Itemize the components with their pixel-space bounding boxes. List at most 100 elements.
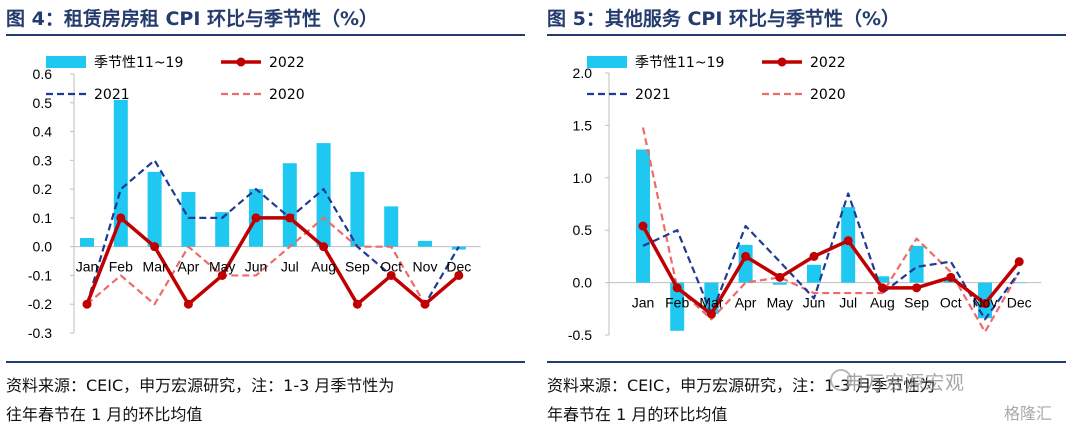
y-tick-label: 0.1 bbox=[33, 210, 53, 226]
wechat-watermark-icon bbox=[830, 369, 852, 391]
legend-marker-2022 bbox=[236, 57, 246, 67]
y-tick-label: 0.5 bbox=[33, 95, 53, 111]
bar-seasonal bbox=[350, 171, 365, 247]
x-tick-label: Sep bbox=[904, 295, 929, 311]
bar-seasonal bbox=[147, 171, 162, 247]
bar-seasonal bbox=[80, 238, 94, 247]
source-note-line2: 年春节在 1 月的环比均值 bbox=[547, 405, 728, 424]
x-tick-label: Mar bbox=[143, 259, 167, 275]
point-2022 bbox=[183, 299, 193, 309]
y-tick-label: 1.0 bbox=[573, 170, 593, 186]
x-tick-label: Mar bbox=[699, 295, 723, 311]
x-tick-label: Aug bbox=[870, 295, 895, 311]
x-tick-label: Jan bbox=[632, 295, 655, 311]
bar-seasonal bbox=[909, 245, 924, 283]
x-tick-label: Jul bbox=[281, 259, 299, 275]
legend-swatch-seasonal bbox=[46, 56, 86, 68]
bar-seasonal bbox=[113, 99, 128, 247]
x-tick-label: Aug bbox=[311, 259, 336, 275]
point-2022 bbox=[1014, 257, 1024, 267]
point-2022 bbox=[809, 251, 819, 261]
bar-seasonal bbox=[875, 276, 890, 283]
y-tick-label: 0.6 bbox=[33, 66, 53, 82]
point-2022 bbox=[638, 221, 648, 231]
x-tick-label: Apr bbox=[178, 259, 200, 275]
bar-seasonal bbox=[215, 212, 230, 247]
bar-seasonal bbox=[807, 264, 821, 283]
x-tick-label: Dec bbox=[446, 259, 471, 275]
point-2022 bbox=[386, 270, 396, 280]
point-2022 bbox=[217, 270, 227, 280]
point-2022 bbox=[706, 309, 716, 319]
legend-swatch-seasonal bbox=[587, 56, 627, 68]
x-tick-label: Jun bbox=[245, 259, 268, 275]
point-2022 bbox=[285, 213, 295, 223]
bar-seasonal bbox=[384, 206, 399, 247]
legend-label: 2022 bbox=[269, 55, 305, 71]
series-line-2022 bbox=[85, 216, 460, 306]
bar-seasonal bbox=[772, 282, 787, 285]
bar-seasonal bbox=[670, 282, 685, 331]
point-2022 bbox=[454, 270, 464, 280]
x-tick-label: Oct bbox=[380, 259, 402, 275]
chart-rent-cpi: 0.6 0.5 0.4 0.3 0.2 0.1 0.0 -0.1 -0.2 -0.3 Jan Feb M… bbox=[28, 55, 481, 341]
point-2022 bbox=[251, 213, 261, 223]
point-2022 bbox=[420, 299, 430, 309]
chart-other-services-cpi: 2.0 1.5 1.0 0.5 0.0 -0.5 Jan Feb Mar Apr May Jun Jul… bbox=[568, 55, 1042, 343]
bar-seasonal bbox=[418, 240, 432, 247]
x-tick-label: Jan bbox=[76, 259, 99, 275]
series-line-2020 bbox=[86, 216, 460, 306]
source-note-line1: 资料来源：CEIC，申万宏源研究，注：1-3 月季节性为 bbox=[6, 376, 395, 395]
y-tick-label: 0.0 bbox=[33, 239, 53, 255]
source-rule bbox=[547, 361, 1066, 363]
watermark-account: 申万宏源宏观 bbox=[845, 372, 966, 394]
x-tick-label: Jun bbox=[803, 295, 826, 311]
source-rule bbox=[6, 361, 525, 363]
point-2022 bbox=[775, 272, 785, 282]
bar-seasonal bbox=[1012, 282, 1027, 284]
y-tick-label: 2.0 bbox=[573, 65, 593, 81]
legend-marker-2022 bbox=[777, 57, 787, 67]
y-tick-label: 0.3 bbox=[33, 152, 53, 168]
legend-label: 2020 bbox=[269, 87, 305, 103]
y-tick-label: 0.4 bbox=[33, 124, 53, 140]
x-tick-label: Nov bbox=[413, 259, 438, 275]
point-2022 bbox=[82, 299, 92, 309]
legend-label: 2021 bbox=[94, 87, 130, 103]
x-tick-label: Feb bbox=[665, 295, 689, 311]
point-2022 bbox=[946, 272, 956, 282]
point-2022 bbox=[672, 283, 682, 293]
bar-seasonal bbox=[181, 191, 196, 247]
bar-seasonal bbox=[282, 163, 297, 247]
y-tick-label: -0.2 bbox=[28, 296, 52, 312]
title-rule bbox=[547, 34, 1066, 36]
y-tick-label: -0.5 bbox=[568, 327, 592, 343]
point-2022 bbox=[741, 251, 751, 261]
point-2022 bbox=[116, 213, 126, 223]
legend-label: 2022 bbox=[810, 55, 846, 71]
chart-panel-other-services: 图 5：其他服务 CPI 环比与季节性（%） 2.0 1.5 1.0 0.5 0.0 -0… bbox=[547, 0, 1072, 429]
x-tick-label: Feb bbox=[109, 259, 133, 275]
source-note-line2: 往年春节在 1 月的环比均值 bbox=[6, 405, 203, 424]
y-tick-label: -0.3 bbox=[28, 325, 52, 341]
bar-seasonal bbox=[316, 143, 331, 247]
point-2022 bbox=[150, 242, 160, 252]
chart-panel-rent: 图 4：租赁房房租 CPI 环比与季节性（%） 0.6 0.5 0.4 0.3 0.2 0… bbox=[6, 0, 531, 429]
x-tick-label: May bbox=[209, 259, 235, 275]
series-line-2021 bbox=[85, 159, 460, 306]
point-2022 bbox=[319, 242, 329, 252]
legend-label: 季节性11~19 bbox=[94, 55, 183, 71]
series-line-2021 bbox=[642, 192, 1021, 321]
series-line-2020 bbox=[641, 127, 1021, 333]
x-tick-label: May bbox=[767, 295, 793, 311]
legend-label: 季节性11~19 bbox=[635, 55, 724, 71]
chart-title: 图 4：租赁房房租 CPI 环比与季节性（%） bbox=[6, 8, 379, 30]
title-rule bbox=[6, 34, 525, 36]
y-tick-label: 1.5 bbox=[573, 117, 593, 133]
y-tick-label: 0.5 bbox=[573, 222, 593, 238]
y-tick-label: 0.2 bbox=[33, 181, 53, 197]
x-tick-label: Oct bbox=[940, 295, 962, 311]
x-tick-label: Dec bbox=[1007, 295, 1032, 311]
legend-label: 2021 bbox=[635, 87, 671, 103]
y-tick-label: 0.0 bbox=[573, 275, 593, 291]
